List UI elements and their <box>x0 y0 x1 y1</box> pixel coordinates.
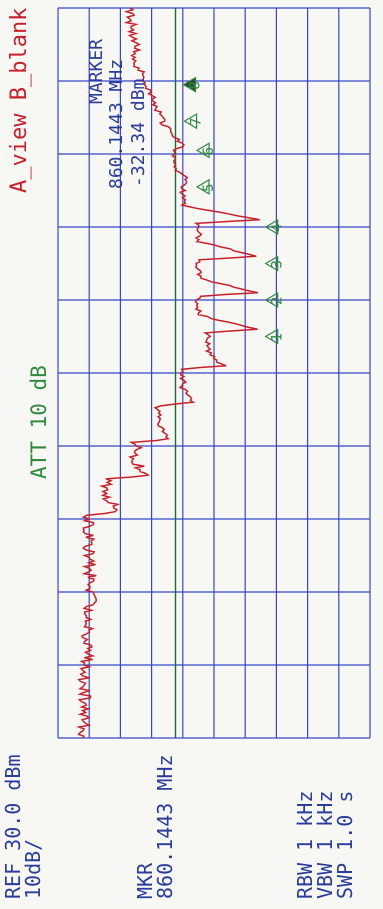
mkr-frequency: 860.1443 MHz <box>153 755 177 900</box>
vbw-label: VBW 1 kHz <box>313 791 337 899</box>
marker-number: 1 <box>270 333 286 341</box>
marker-number: 4 <box>270 224 286 232</box>
mkr-label: MKR <box>133 862 157 899</box>
rbw-label: RBW 1 kHz <box>293 791 317 899</box>
marker-triangle <box>264 328 279 345</box>
marker-level: -32.34 dBm <box>128 79 149 187</box>
marker-triangle <box>183 113 198 130</box>
swp-label: SWP 1.0 s <box>333 791 357 899</box>
graticule <box>57 7 371 739</box>
marker-number: 8 <box>187 81 203 89</box>
spectrum-trace <box>76 7 260 739</box>
marker-triangle <box>195 178 210 195</box>
marker-triangle <box>264 218 279 236</box>
marker-group: 1 2 3 4 5 6 7 8 <box>182 76 286 345</box>
marker-triangle <box>264 291 279 309</box>
marker-number: 5 <box>201 183 217 191</box>
marker-title: MARKER <box>86 39 107 104</box>
ref-level: REF 30.0 dBm <box>1 755 25 900</box>
marker-frequency: 860.1443 MHz <box>106 59 127 189</box>
attenuation-label: ATT 10 dB <box>27 365 51 479</box>
marker-triangle <box>182 76 197 93</box>
marker-number: 3 <box>270 260 286 268</box>
marker-number: 6 <box>201 147 217 155</box>
marker-number: 7 <box>189 118 205 126</box>
marker-number: 2 <box>270 297 286 305</box>
marker-triangle <box>264 255 279 272</box>
scale-label: 10dB/ <box>21 839 45 899</box>
marker-triangle <box>195 142 210 159</box>
view-label: A_view B_blank <box>7 8 32 193</box>
